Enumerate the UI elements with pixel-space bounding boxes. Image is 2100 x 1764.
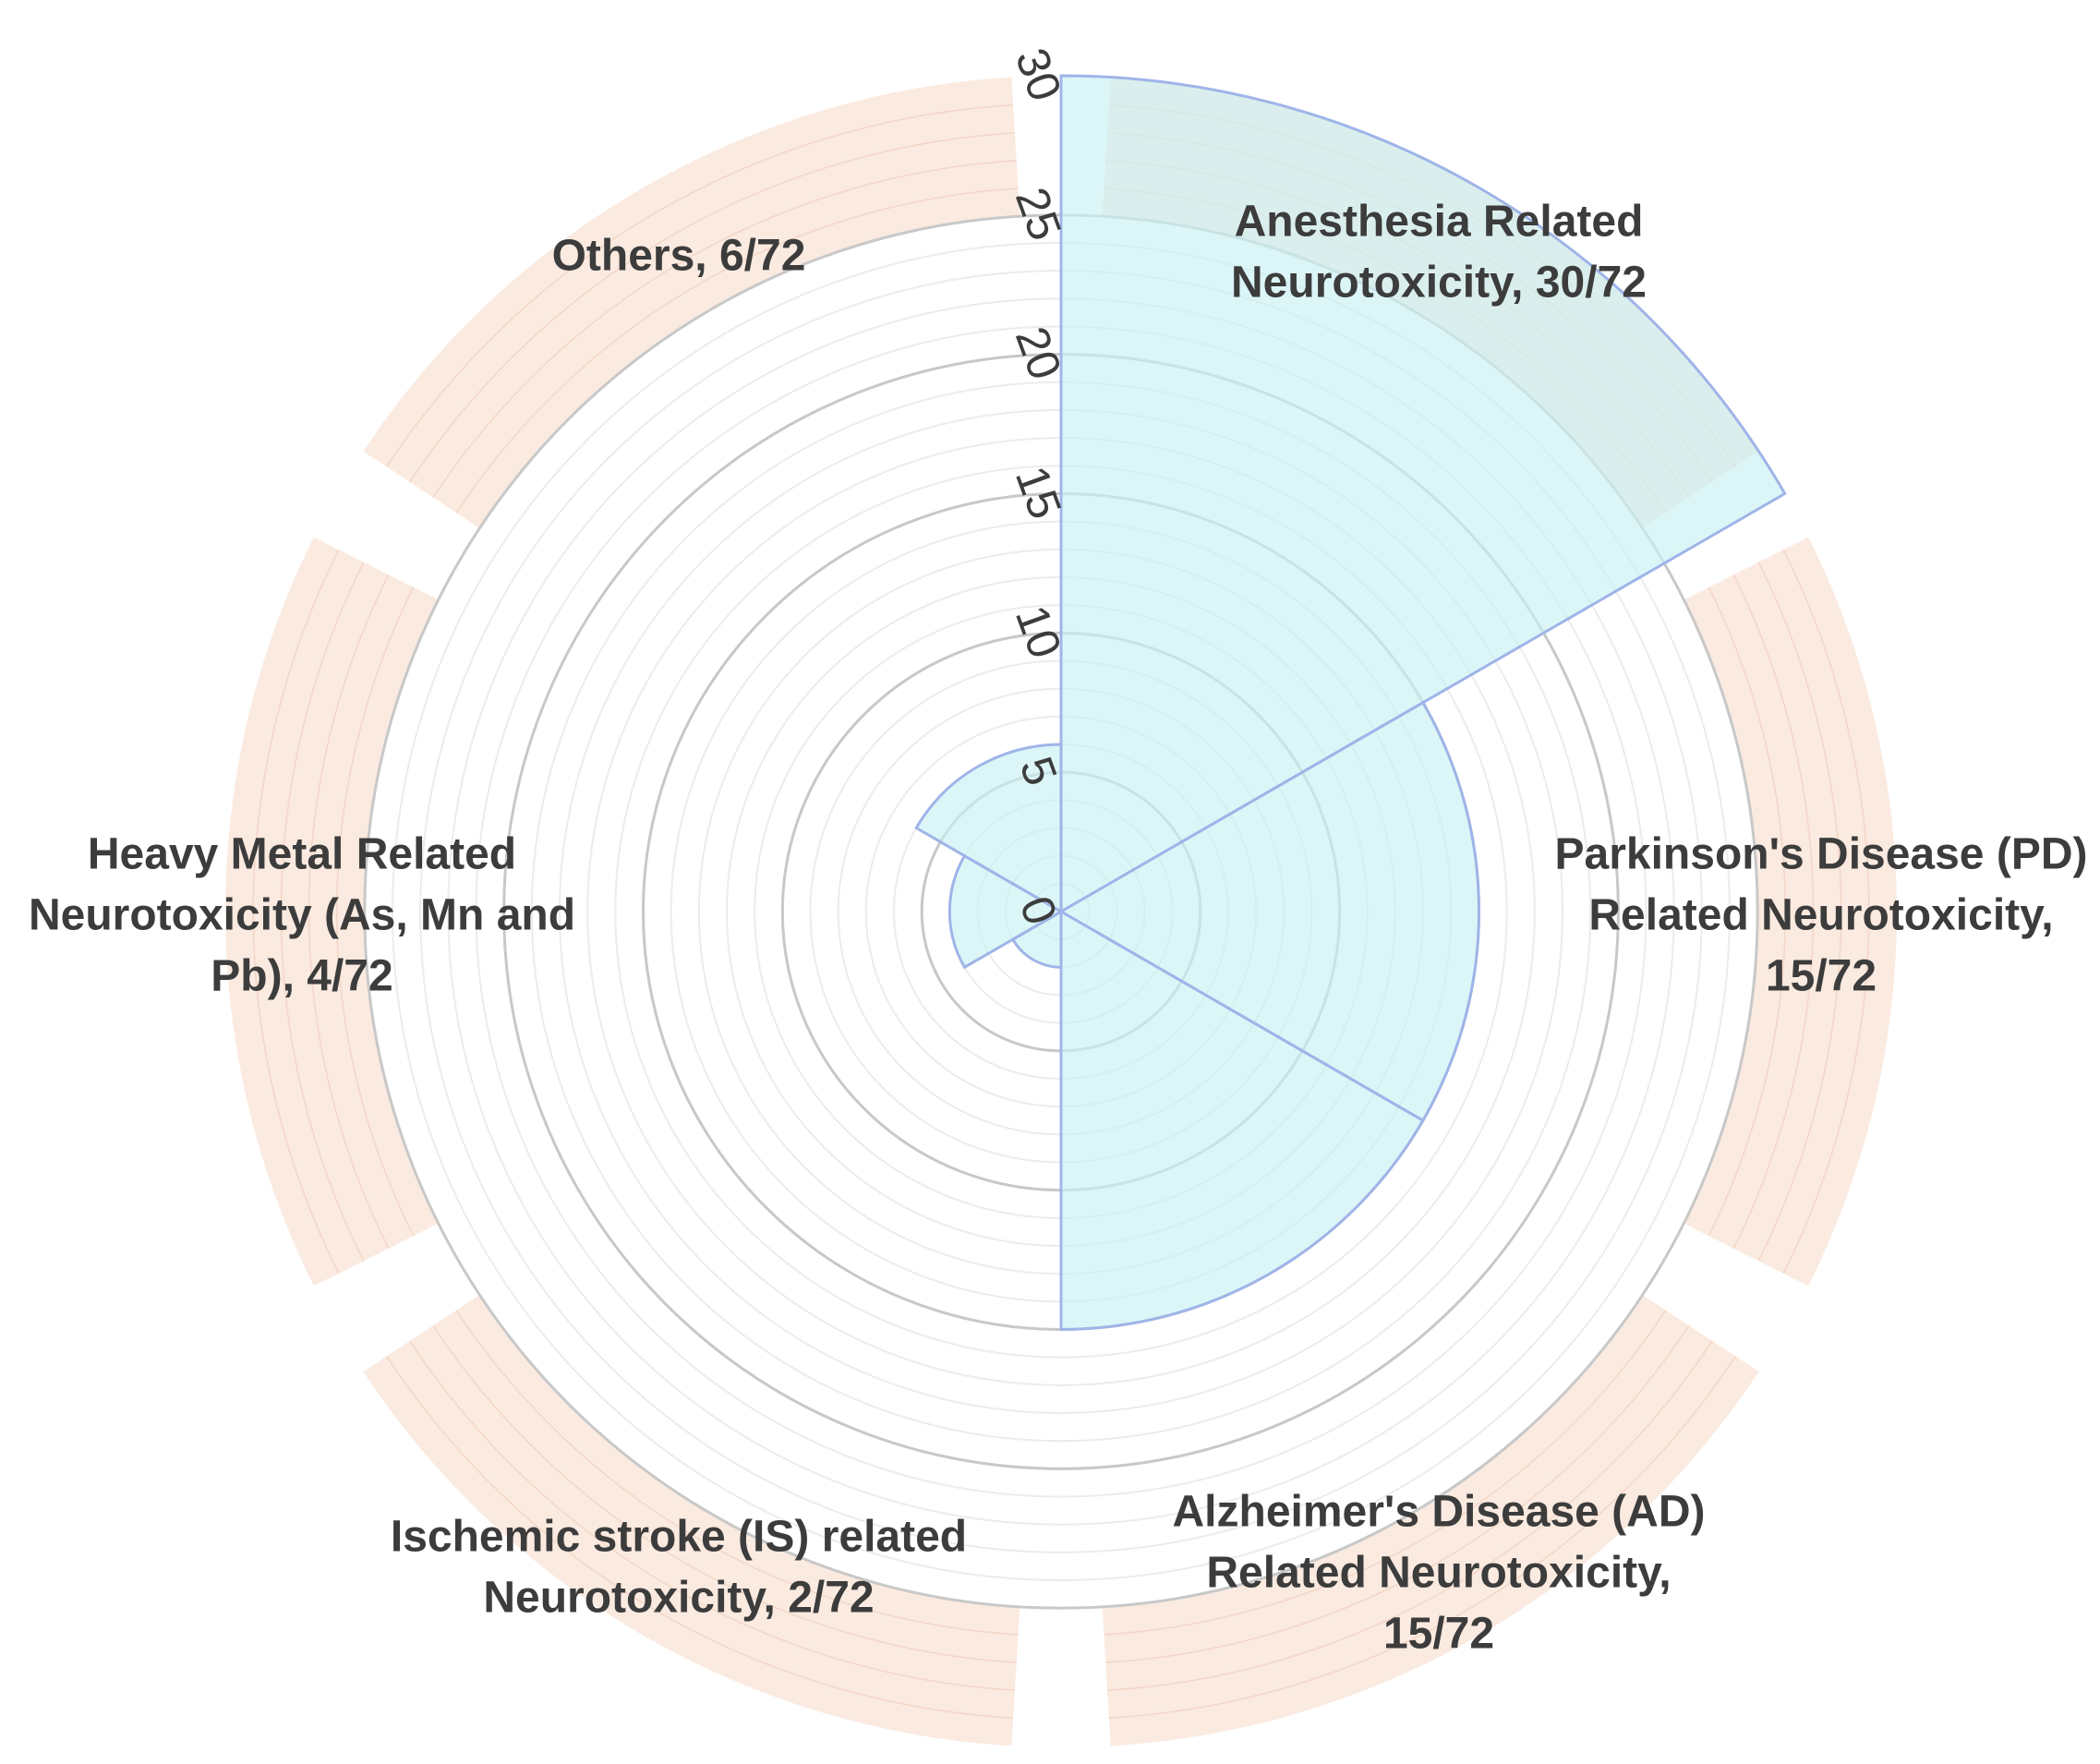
category-label: Parkinson's Disease (PD)	[1555, 830, 2088, 879]
bar-wedge	[1059, 909, 1425, 1332]
band-ring	[1108, 1356, 1736, 1720]
outer-band-segment	[1102, 1295, 1759, 1746]
band-ring	[1105, 1324, 1690, 1663]
outer-band-group	[225, 77, 1897, 1746]
category-label: 15/72	[1766, 952, 1877, 1001]
band-ring	[1782, 549, 1870, 1275]
category-label: Heavy Metal Related	[88, 830, 516, 879]
band-ring	[280, 562, 365, 1262]
bar-wedge	[1059, 74, 1787, 914]
band-ring	[335, 586, 415, 1237]
category-labels-group: Anesthesia Related Neurotoxicity, 30/72 Pa…	[29, 198, 2088, 1659]
band-ring	[409, 1340, 1015, 1691]
band-ring	[455, 187, 1019, 513]
category-label: Neurotoxicity, 2/72	[483, 1574, 874, 1623]
band-ring	[409, 132, 1015, 483]
outer-band-segment	[363, 77, 1020, 528]
band-ring	[252, 549, 340, 1275]
band-ring	[432, 160, 1017, 499]
category-label: 15/72	[1383, 1610, 1494, 1659]
bar-wedge	[1010, 909, 1063, 969]
band-ring	[432, 1324, 1017, 1663]
band-ring	[386, 103, 1014, 467]
band-ring	[1104, 1310, 1667, 1636]
band-ring	[1708, 586, 1787, 1237]
category-label: Pb), 4/72	[211, 952, 392, 1001]
category-label: Related Neurotoxicity,	[1206, 1549, 1671, 1598]
category-label: Related Neurotoxicity,	[1588, 891, 2053, 940]
band-ring	[386, 1356, 1014, 1720]
band-ring	[1107, 1340, 1713, 1691]
category-label: Ischemic stroke (IS) related	[391, 1513, 967, 1562]
bars-group	[914, 74, 1787, 1332]
bar-wedge	[914, 743, 1063, 914]
outer-band-segment	[225, 537, 439, 1287]
category-label: Neurotoxicity (As, Mn and	[29, 891, 575, 940]
category-label: Anesthesia Related	[1235, 198, 1644, 247]
bar-wedge	[1057, 700, 1480, 1123]
category-label: Neurotoxicity, 30/72	[1231, 259, 1647, 308]
category-label: Alzheimer's Disease (AD)	[1173, 1488, 1706, 1537]
band-ring	[1757, 562, 1842, 1262]
bar-wedge	[947, 853, 1065, 970]
band-ring	[455, 1310, 1019, 1636]
outer-band-segment	[1684, 537, 1897, 1287]
category-label: Others, 6/72	[552, 232, 806, 281]
outer-band-segment	[363, 1295, 1020, 1746]
band-ring	[308, 574, 390, 1250]
band-ring	[1732, 574, 1815, 1250]
